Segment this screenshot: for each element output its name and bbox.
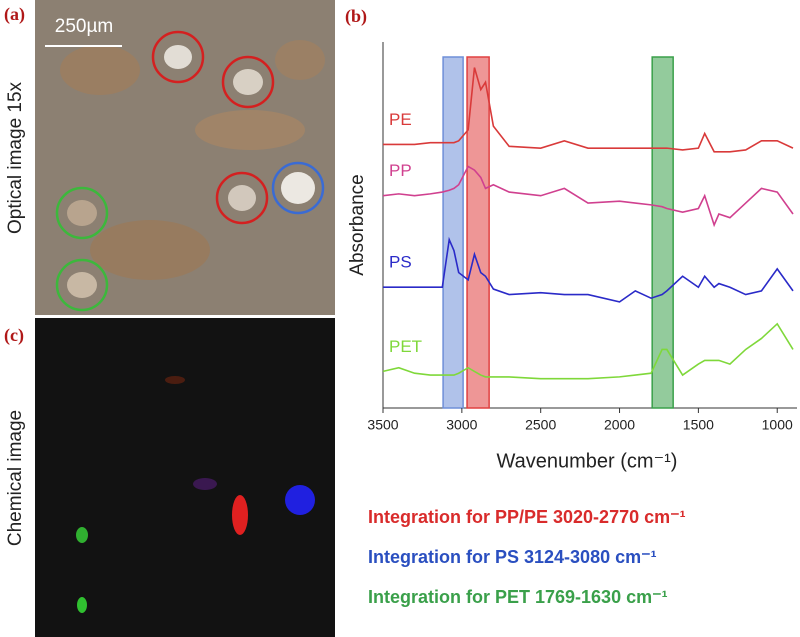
optical-image: 250µm — [35, 0, 335, 315]
series-line — [382, 165, 794, 228]
series-label: PP — [389, 161, 412, 180]
band — [466, 56, 490, 409]
integration-note: Integration for PS 3124-3080 cm⁻¹ — [368, 547, 657, 567]
band — [651, 56, 674, 409]
series-label: PE — [389, 110, 412, 129]
series-label: PET — [389, 337, 422, 356]
series-line — [383, 236, 794, 303]
x-tick-label: 2000 — [604, 417, 635, 433]
chemical-image — [35, 318, 335, 637]
side-label: Chemical image — [5, 410, 26, 546]
x-tick-label: 1000 — [762, 417, 793, 433]
series-line — [382, 322, 794, 380]
x-tick-label: 3000 — [446, 417, 477, 433]
x-tick-label: 3500 — [367, 417, 398, 433]
panel-label: (c) — [4, 325, 24, 346]
panel-label: (b) — [345, 6, 367, 27]
y-axis-label: Absorbance — [347, 174, 368, 275]
x-tick-label: 1500 — [683, 417, 714, 433]
integration-note: Integration for PP/PE 3020-2770 cm⁻¹ — [368, 507, 686, 527]
integration-note: Integration for PET 1769-1630 cm⁻¹ — [368, 587, 668, 607]
x-tick-label: 2500 — [525, 417, 556, 433]
band — [442, 56, 464, 409]
series-line — [383, 67, 794, 153]
side-label: Optical image 15x — [5, 81, 26, 234]
x-axis-label: Wavenumber (cm⁻¹) — [497, 450, 678, 472]
scale-bar-label: 250µm — [55, 16, 113, 37]
panel-label: (a) — [4, 4, 25, 25]
series-label: PS — [389, 253, 412, 272]
